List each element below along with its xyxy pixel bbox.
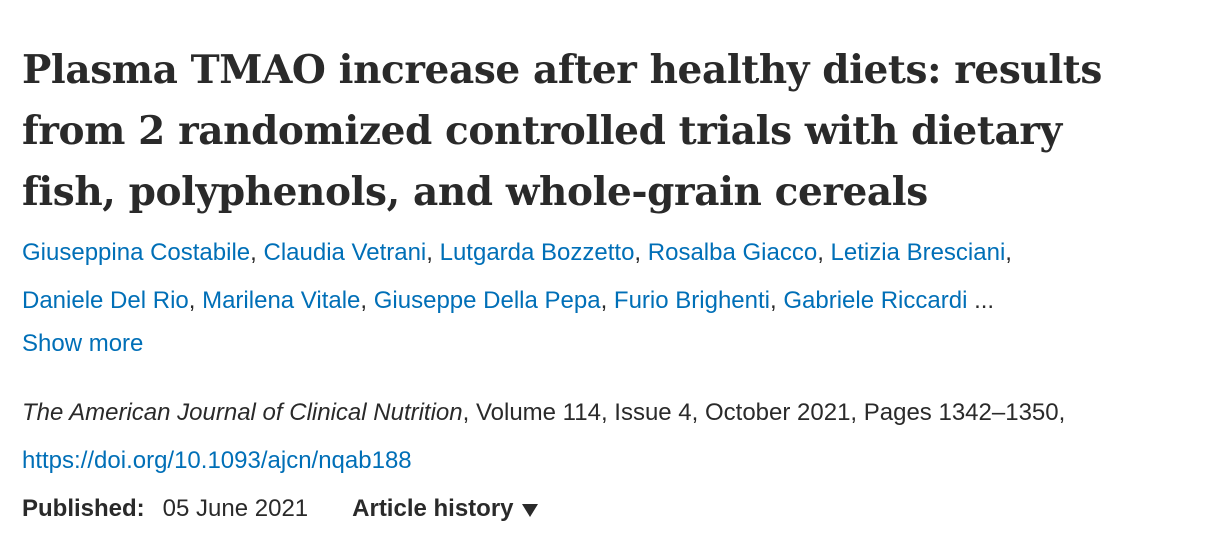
article-header: Plasma TMAO increase after healthy diets… xyxy=(22,40,1212,533)
title-line: from 2 randomized controlled trials with… xyxy=(22,108,1062,154)
caret-down-icon xyxy=(521,503,538,517)
author-link[interactable]: Rosalba Giacco xyxy=(647,239,818,266)
author-link[interactable]: Marilena Vitale xyxy=(202,287,361,314)
citation: The American Journal of Clinical Nutriti… xyxy=(22,389,1182,485)
author-link[interactable]: Claudia Vetrani xyxy=(263,239,427,266)
author-link[interactable]: Daniele Del Rio xyxy=(22,287,189,314)
author-link[interactable]: Letizia Bresciani xyxy=(830,239,1006,266)
author-link[interactable]: Furio Brighenti xyxy=(613,287,770,314)
published-date: 05 June 2021 xyxy=(162,495,309,522)
published-label: Published: xyxy=(22,495,145,522)
author-link[interactable]: Giuseppina Costabile xyxy=(22,239,251,266)
publication-row: Published: 05 June 2021 Article history xyxy=(22,485,1212,533)
article-title: Plasma TMAO increase after healthy diets… xyxy=(22,40,1212,223)
show-more-link[interactable]: Show more xyxy=(22,330,144,357)
title-line: fish, polyphenols, and whole-grain cerea… xyxy=(22,169,928,215)
title-line: Plasma TMAO increase after healthy diets… xyxy=(22,47,1102,93)
author-list: Giuseppina Costabile, Claudia Vetrani, L… xyxy=(22,239,1012,314)
author-link[interactable]: Lutgarda Bozzetto xyxy=(439,239,635,266)
citation-details: , Volume 114, Issue 4, October 2021, Pag… xyxy=(462,399,1066,426)
author-ellipsis: ... xyxy=(974,287,995,314)
article-history-label: Article history xyxy=(352,495,514,522)
journal-name: The American Journal of Clinical Nutriti… xyxy=(22,399,463,426)
author-link[interactable]: Gabriele Riccardi xyxy=(783,287,968,314)
author-link[interactable]: Giuseppe Della Pepa xyxy=(373,287,601,314)
doi-link[interactable]: https://doi.org/10.1093/ajcn/nqab188 xyxy=(22,447,412,474)
article-history-toggle[interactable]: Article history xyxy=(352,485,538,533)
